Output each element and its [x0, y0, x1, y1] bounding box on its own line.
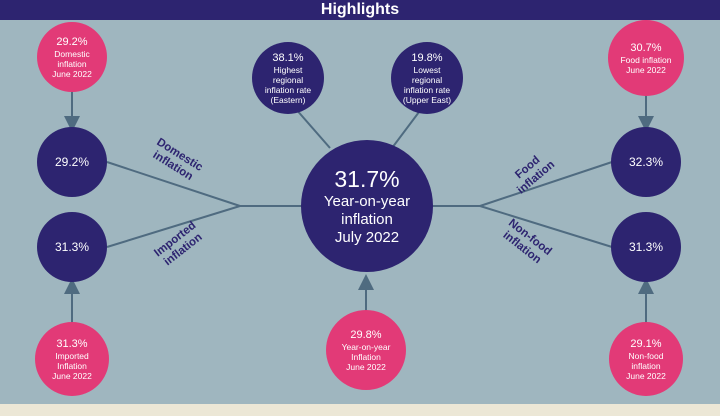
yoy-june-node: 29.8% Year-on-year Inflation June 2022 — [326, 310, 406, 390]
line-domestic-to-fork — [106, 161, 241, 207]
yoy-june-caption-3: June 2022 — [346, 361, 386, 372]
domestic-june-node: 29.2% Domestic inflation June 2022 — [37, 22, 107, 92]
food-july-value: 32.3% — [628, 154, 664, 169]
highest-caption-1: Highest — [273, 64, 303, 75]
lowest-caption-2: regional — [411, 74, 443, 85]
line-imported-to-fork — [106, 205, 241, 248]
bottom-decorative-strip — [0, 404, 720, 416]
food-june-caption-2: June 2022 — [626, 64, 666, 75]
imported-july-node: 31.3% — [37, 212, 107, 282]
food-june-value: 30.7% — [630, 41, 662, 54]
food-june-node: 30.7% Food inflation June 2022 — [608, 20, 684, 96]
domestic-july-value: 29.2% — [54, 154, 90, 169]
center-value: 31.7% — [334, 165, 400, 192]
domestic-june-caption-3: June 2022 — [52, 68, 92, 79]
nonfood-june-caption-3: June 2022 — [626, 370, 666, 381]
yoy-june-value: 29.8% — [350, 328, 382, 341]
nonfood-june-node: 29.1% Non-food inflation June 2022 — [609, 322, 683, 396]
center-caption-1: Year-on-year — [323, 192, 411, 210]
imported-june-caption-3: June 2022 — [52, 370, 92, 381]
nonfood-june-caption-1: Non-food — [628, 350, 664, 361]
highest-caption-4: (Eastern) — [270, 94, 306, 105]
lowest-value: 19.8% — [411, 51, 443, 64]
center-yoy-inflation-node: 31.7% Year-on-year inflation July 2022 — [301, 140, 433, 272]
center-caption-3: July 2022 — [334, 228, 400, 246]
imported-july-value: 31.3% — [54, 239, 90, 254]
lowest-regional-node: 19.8% Lowest regional inflation rate (Up… — [391, 42, 463, 114]
nonfood-july-value: 31.3% — [628, 239, 664, 254]
center-caption-2: inflation — [341, 210, 393, 228]
highest-value: 38.1% — [272, 51, 304, 64]
domestic-july-node: 29.2% — [37, 127, 107, 197]
imported-june-caption-1: Imported — [55, 350, 89, 361]
highest-regional-node: 38.1% Highest regional inflation rate (E… — [252, 42, 324, 114]
domestic-june-caption-2: inflation — [57, 58, 87, 69]
yoy-june-caption-2: Inflation — [351, 351, 381, 362]
domestic-june-value: 29.2% — [56, 35, 88, 48]
line-nonfood-to-fork — [479, 205, 613, 248]
imported-june-node: 31.3% Imported Inflation June 2022 — [35, 322, 109, 396]
nonfood-july-node: 31.3% — [611, 212, 681, 282]
lowest-caption-3: inflation rate — [403, 84, 451, 95]
header-bar — [0, 0, 720, 20]
lowest-caption-4: (Upper East) — [402, 94, 452, 105]
lowest-caption-1: Lowest — [413, 64, 441, 75]
highest-caption-2: regional — [272, 74, 304, 85]
yoy-june-caption-1: Year-on-year — [341, 341, 391, 352]
food-june-caption-1: Food inflation — [620, 54, 672, 65]
domestic-june-caption-1: Domestic — [54, 48, 90, 59]
food-july-node: 32.3% — [611, 127, 681, 197]
line-food-to-fork — [479, 161, 613, 207]
imported-june-value: 31.3% — [56, 337, 88, 350]
imported-june-caption-2: Inflation — [57, 360, 87, 371]
nonfood-june-caption-2: inflation — [631, 360, 661, 371]
highest-caption-3: inflation rate — [264, 84, 312, 95]
page-title: Highlights — [320, 1, 400, 18]
nonfood-june-value: 29.1% — [630, 337, 662, 350]
